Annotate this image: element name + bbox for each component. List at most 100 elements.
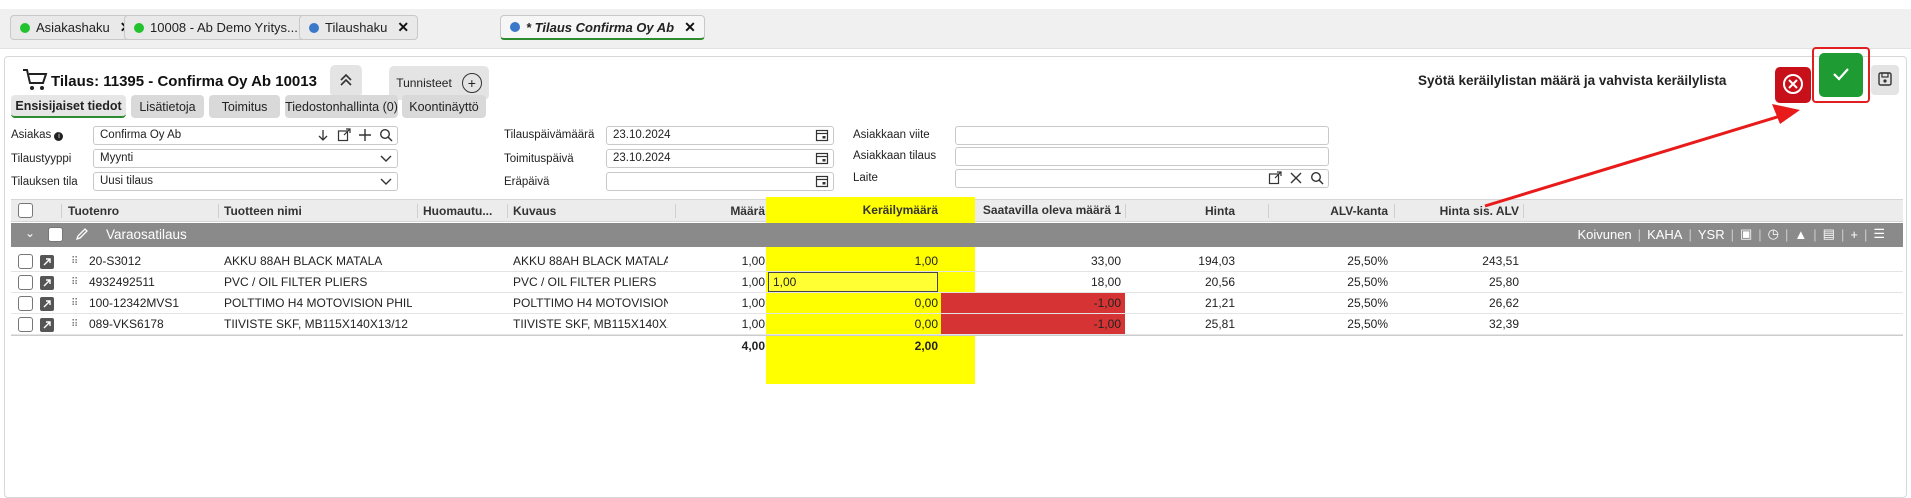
group-tool-kaha[interactable]: KAHA (1647, 226, 1683, 242)
totals-row: 4,00 2,00 (11, 335, 1903, 357)
calendar-add-icon[interactable]: ▣ (1739, 226, 1753, 241)
search-icon[interactable] (1310, 171, 1324, 188)
group-toolbar: Koivunen | KAHA | YSR | ▣ | ◷ | ▲ | ▤ | … (1577, 226, 1885, 242)
device-field[interactable] (955, 169, 1329, 188)
add-icon[interactable] (358, 128, 372, 145)
tags-button[interactable]: Tunnisteet + (389, 66, 489, 100)
doc-tab-tilaushaku[interactable]: Tilaushaku ✕ (299, 15, 419, 40)
cell-price: 194,03 (1198, 254, 1235, 268)
open-row-icon[interactable] (40, 276, 54, 290)
customer-reference-field[interactable] (955, 126, 1329, 145)
order-status-select[interactable]: Uusi tilaus (93, 172, 398, 191)
chevron-down-icon[interactable]: ⌄ (25, 226, 36, 240)
confirm-button[interactable] (1819, 53, 1863, 97)
total-quantity: 4,00 (741, 339, 765, 353)
status-dot-icon (309, 22, 319, 33)
subtab-delivery[interactable]: Toimitus (209, 95, 280, 118)
chevron-down-icon (379, 174, 393, 191)
sort-down-icon[interactable] (316, 128, 330, 145)
shapes-icon[interactable]: ▲ (1794, 226, 1808, 242)
open-row-icon[interactable] (40, 297, 54, 311)
pencil-icon[interactable] (75, 227, 89, 244)
cell-description: AKKU 88AH BLACK MATALA (513, 254, 668, 268)
column-header-price-incl-vat[interactable]: Hinta sis. ALV (1439, 204, 1519, 218)
add-row-icon[interactable]: + (1850, 226, 1858, 242)
cell-sku: 4932492511 (89, 275, 155, 289)
column-header-vat-rate[interactable]: ALV-kanta (1330, 204, 1388, 218)
close-icon[interactable]: ✕ (684, 18, 696, 35)
drag-handle-icon[interactable]: ⠿ (71, 277, 79, 288)
order-panel: Tilaus: 11395 - Confirma Oy Ab 10013 Tun… (4, 47, 1907, 498)
close-circle-icon (1782, 73, 1804, 98)
cell-vat-rate: 25,50% (1347, 254, 1388, 268)
close-icon[interactable]: ✕ (397, 19, 410, 35)
shopping-cart-icon (21, 67, 49, 96)
subtab-dashboard[interactable]: Koontinäyttö (402, 95, 486, 118)
group-tool-ysr[interactable]: YSR (1697, 226, 1725, 242)
clipboard-check-icon[interactable]: ▤ (1822, 226, 1835, 241)
table-row[interactable]: ⠿ 100-12342MVS1 POLTTIMO H4 MOTOVISION PHI… (11, 293, 1903, 314)
subtab-file-management[interactable]: Tiedostonhallinta (0) (285, 95, 398, 118)
save-button[interactable] (1871, 65, 1899, 95)
order-type-select[interactable]: Myynti (93, 149, 398, 168)
doc-tab-label: Tilaushaku (325, 20, 388, 35)
column-header-note[interactable]: Huomautu... (423, 204, 493, 218)
drag-handle-icon[interactable]: ⠿ (71, 256, 79, 267)
calendar-icon[interactable] (815, 151, 829, 168)
cell-pick-quantity[interactable]: 0,00 (914, 296, 938, 310)
cancel-button[interactable] (1775, 67, 1811, 103)
pick-quantity-input[interactable]: 1,00 (768, 272, 938, 292)
row-checkbox[interactable] (18, 296, 33, 311)
open-external-icon[interactable] (1268, 171, 1282, 188)
collapse-button[interactable] (330, 65, 362, 97)
open-row-icon[interactable] (40, 255, 54, 269)
doc-tab-customer[interactable]: 10008 - Ab Demo Yritys... ✕ (124, 15, 329, 40)
row-checkbox[interactable] (18, 275, 33, 290)
cell-name: TIIVISTE SKF, MB115X140X13/12 PT (224, 317, 412, 331)
row-checkbox[interactable] (18, 317, 33, 332)
open-external-icon[interactable] (337, 128, 351, 145)
drag-handle-icon[interactable]: ⠿ (71, 319, 79, 330)
menu-icon[interactable]: ☰ (1873, 226, 1885, 241)
doc-tab-order[interactable]: * Tilaus Confirma Oy Ab ✕ (500, 15, 705, 40)
table-row[interactable]: ⠿ 089-VKS6178 TIIVISTE SKF, MB115X140X13/1… (11, 314, 1903, 335)
subtab-primary-info[interactable]: Ensisijaiset tiedot (11, 95, 126, 118)
group-checkbox[interactable] (48, 227, 63, 242)
select-all-checkbox[interactable] (18, 203, 33, 218)
subtab-additional-info[interactable]: Lisätietoja (131, 95, 204, 118)
column-header-available-quantity[interactable]: Saatavilla oleva määrä 1 (982, 203, 1121, 217)
table-row[interactable]: ⠿ 20-S3012 AKKU 88AH BLACK MATALA AKKU 88AH… (11, 251, 1903, 272)
group-tool-koivunen[interactable]: Koivunen (1577, 226, 1632, 242)
column-header-quantity[interactable]: Määrä (730, 204, 765, 218)
cell-pick-quantity[interactable]: 0,00 (914, 317, 938, 331)
column-header-price[interactable]: Hinta (1205, 204, 1235, 218)
column-header-sku[interactable]: Tuotenro (68, 204, 120, 218)
delivery-date-field[interactable]: 23.10.2024 (606, 149, 834, 168)
table-row[interactable]: ⠿ 4932492511 PVC / OIL FILTER PLIERS PVC / … (11, 272, 1903, 293)
open-row-icon[interactable] (40, 318, 54, 332)
customer-reference-label: Asiakkaan viite (853, 129, 930, 141)
column-header-pick-quantity[interactable]: Keräilymäärä (862, 203, 938, 217)
column-header-description[interactable]: Kuvaus (513, 204, 557, 218)
row-checkbox[interactable] (18, 254, 33, 269)
due-date-field[interactable] (606, 172, 834, 191)
cell-price-incl-vat: 32,39 (1488, 317, 1519, 331)
cell-quantity: 1,00 (741, 254, 765, 268)
group-label: Varaosatilaus (106, 227, 187, 242)
chevron-down-icon (379, 151, 393, 168)
calendar-icon[interactable] (815, 128, 829, 145)
status-dot-icon (20, 22, 30, 33)
cell-pick-quantity[interactable]: 1,00 (914, 254, 938, 268)
cell-sku: 20-S3012 (89, 254, 142, 268)
cell-price-incl-vat: 26,62 (1488, 296, 1519, 310)
drag-handle-icon[interactable]: ⠿ (71, 298, 79, 309)
customer-field[interactable]: Confirma Oy Ab (93, 126, 398, 145)
clear-icon[interactable] (1289, 171, 1303, 188)
column-header-name[interactable]: Tuotteen nimi (224, 204, 302, 218)
doc-tab-asiakashaku[interactable]: Asiakashaku ✕ (10, 15, 141, 40)
search-icon[interactable] (379, 128, 393, 145)
calendar-icon[interactable] (815, 174, 829, 191)
order-date-field[interactable]: 23.10.2024 (606, 126, 834, 145)
customer-order-field[interactable] (955, 147, 1329, 166)
history-icon[interactable]: ◷ (1767, 226, 1780, 241)
